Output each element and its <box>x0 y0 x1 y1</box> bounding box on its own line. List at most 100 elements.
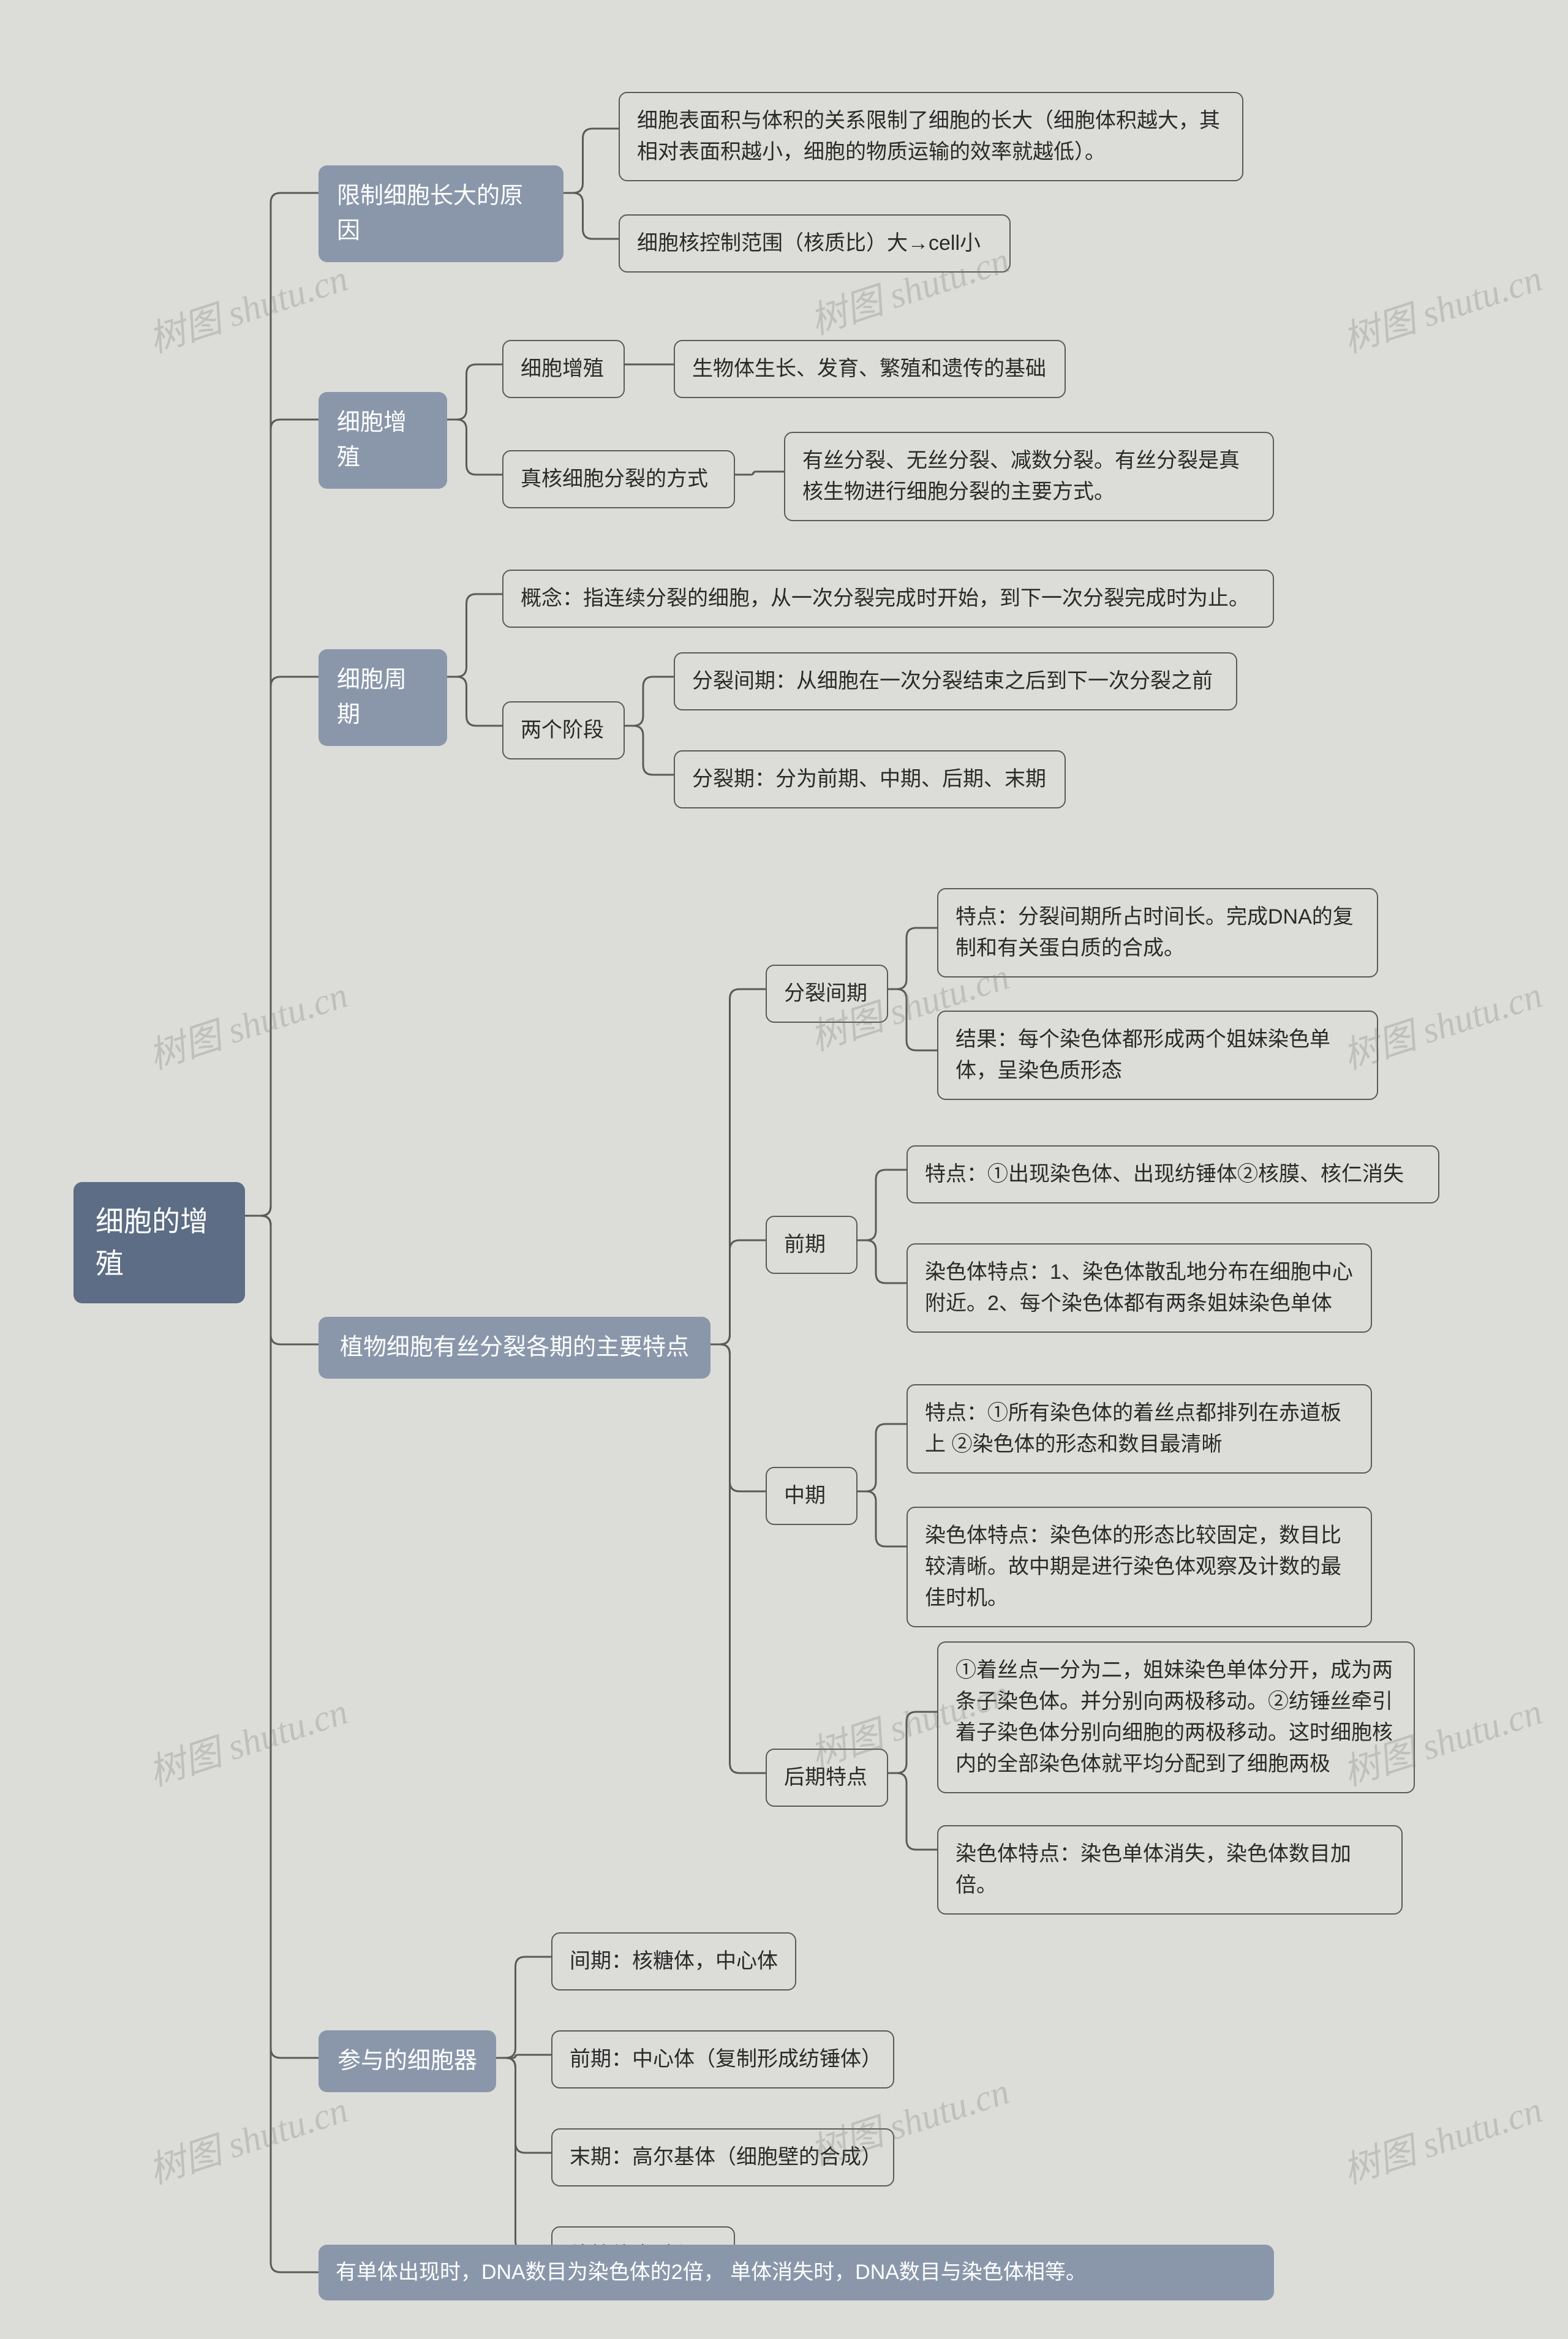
connector <box>245 1216 318 2272</box>
node-label: 细胞增殖 <box>337 405 429 475</box>
node-label: 分裂间期：从细胞在一次分裂结束之后到下一次分裂之前 <box>692 666 1213 697</box>
node-b4_p1b: 结果：每个染色体都形成两个姐妹染色单体，呈染色质形态 <box>937 1011 1378 1100</box>
connector <box>245 1216 318 2058</box>
node-label: 特点：①出现染色体、出现纺锤体②核膜、核仁消失 <box>925 1159 1404 1190</box>
connector <box>564 193 619 239</box>
node-b4_p4b: 染色体特点：染色单体消失，染色体数目加倍。 <box>937 1825 1403 1915</box>
node-b3: 细胞周期 <box>318 649 447 746</box>
connector <box>710 989 766 1344</box>
node-label: 染色体特点：染色体的形态比较固定，数目比较清晰。故中期是进行染色体观察及计数的最… <box>925 1520 1354 1614</box>
node-label: 生物体生长、发育、繁殖和遗传的基础 <box>692 353 1046 385</box>
node-b3_n2b: 分裂期：分为前期、中期、后期、末期 <box>674 750 1066 808</box>
node-b4_p3b: 染色体特点：染色体的形态比较固定，数目比较清晰。故中期是进行染色体观察及计数的最… <box>907 1507 1372 1627</box>
node-b5_l3: 末期：高尔基体（细胞壁的合成） <box>551 2128 894 2186</box>
connector <box>858 1240 907 1283</box>
node-label: 真核细胞分裂的方式 <box>521 464 708 495</box>
connector <box>710 1240 766 1344</box>
connector <box>447 677 502 726</box>
node-label: 分裂期：分为前期、中期、后期、末期 <box>692 764 1046 795</box>
node-b6: 有单体出现时，DNA数目为染色体的2倍， 单体消失时，DNA数目与染色体相等。 <box>318 2245 1274 2300</box>
connector <box>888 989 937 1050</box>
connector <box>496 1957 551 2058</box>
node-label: 前期 <box>784 1229 826 1260</box>
node-b4_p3a: 特点：①所有染色体的着丝点都排列在赤道板上 ②染色体的形态和数目最清晰 <box>907 1384 1372 1474</box>
node-b1_l1: 细胞表面积与体积的关系限制了细胞的长大（细胞体积越大，其相对表面积越小，细胞的物… <box>619 92 1243 181</box>
node-label: 细胞增殖 <box>521 353 604 385</box>
connector <box>245 193 318 1216</box>
watermark: 树图 shutu.cn <box>141 965 353 1080</box>
connector <box>564 129 619 193</box>
node-b3_n2a: 分裂间期：从细胞在一次分裂结束之后到下一次分裂之前 <box>674 652 1237 710</box>
connector <box>888 1712 937 1773</box>
mindmap-canvas: 细胞的增殖 限制细胞长大的原因 细胞表面积与体积的关系限制了细胞的长大（细胞体积越大… <box>0 0 1568 2339</box>
node-label: 细胞表面积与体积的关系限制了细胞的长大（细胞体积越大，其相对表面积越小，细胞的物… <box>637 105 1225 168</box>
connector <box>858 1424 907 1491</box>
connector <box>625 677 674 726</box>
node-label: 两个阶段 <box>521 715 604 746</box>
connector <box>858 1491 907 1546</box>
node-label: 中期 <box>784 1480 826 1512</box>
connector <box>496 2055 551 2058</box>
watermark: 树图 shutu.cn <box>141 1682 353 1796</box>
node-label: 有丝分裂、无丝分裂、减数分裂。有丝分裂是真核生物进行细胞分裂的主要方式。 <box>802 445 1256 508</box>
node-b4_p4: 后期特点 <box>766 1749 888 1807</box>
node-label: 细胞的增殖 <box>96 1200 223 1285</box>
node-b2_n2: 真核细胞分裂的方式 <box>502 450 735 508</box>
watermark: 树图 shutu.cn <box>1335 2080 1548 2194</box>
connector <box>888 928 937 989</box>
node-b4_p4a: ①着丝点一分为二，姐妹染色单体分开，成为两条子染色体。并分别向两极移动。②纺锤丝… <box>937 1641 1415 1793</box>
node-label: 概念：指连续分裂的细胞，从一次分裂完成时开始，到下一次分裂完成时为止。 <box>521 583 1250 614</box>
node-label: 参与的细胞器 <box>337 2044 477 2079</box>
node-b4_p1: 分裂间期 <box>766 965 888 1023</box>
node-b1_l2: 细胞核控制范围（核质比）大→cell小 <box>619 214 1011 273</box>
connector <box>496 2058 551 2251</box>
node-b4_p1a: 特点：分裂间期所占时间长。完成DNA的复制和有关蛋白质的合成。 <box>937 888 1378 977</box>
connector <box>447 364 502 420</box>
node-label: 结果：每个染色体都形成两个姐妹染色单体，呈染色质形态 <box>956 1024 1360 1087</box>
node-label: 后期特点 <box>784 1762 867 1793</box>
connector <box>245 420 318 1216</box>
node-b2_n1: 细胞增殖 <box>502 340 625 398</box>
node-b4_p2b: 染色体特点：1、染色体散乱地分布在细胞中心附近。2、每个染色体都有两条姐妹染色单… <box>907 1243 1372 1333</box>
node-b1: 限制细胞长大的原因 <box>318 165 564 262</box>
node-label: 特点：①所有染色体的着丝点都排列在赤道板上 ②染色体的形态和数目最清晰 <box>925 1398 1354 1460</box>
watermark: 树图 shutu.cn <box>141 249 353 363</box>
connector <box>496 2058 551 2153</box>
node-label: 限制细胞长大的原因 <box>337 179 545 249</box>
node-b3_n2: 两个阶段 <box>502 701 625 759</box>
connector <box>447 420 502 475</box>
connector <box>245 677 318 1216</box>
connector <box>735 472 784 475</box>
node-label: ①着丝点一分为二，姐妹染色单体分开，成为两条子染色体。并分别向两极移动。②纺锤丝… <box>956 1655 1396 1780</box>
connector <box>710 1344 766 1491</box>
node-label: 特点：分裂间期所占时间长。完成DNA的复制和有关蛋白质的合成。 <box>956 902 1360 964</box>
node-label: 有单体出现时，DNA数目为染色体的2倍， 单体消失时，DNA数目与染色体相等。 <box>336 2257 1087 2288</box>
watermark: 树图 shutu.cn <box>141 2080 353 2194</box>
node-label: 前期：中心体（复制形成纺锤体） <box>570 2044 876 2075</box>
node-b3_l1: 概念：指连续分裂的细胞，从一次分裂完成时开始，到下一次分裂完成时为止。 <box>502 570 1274 628</box>
watermark: 树图 shutu.cn <box>1335 249 1548 363</box>
connector <box>447 594 502 677</box>
node-b4_p2a: 特点：①出现染色体、出现纺锤体②核膜、核仁消失 <box>907 1145 1439 1203</box>
connector <box>710 1344 766 1773</box>
node-label: 间期：核糖体，中心体 <box>570 1946 778 1977</box>
node-b2: 细胞增殖 <box>318 392 447 489</box>
node-b4_p3: 中期 <box>766 1467 858 1525</box>
node-b4_p2: 前期 <box>766 1216 858 1274</box>
connector <box>245 1216 318 1344</box>
node-label: 染色体特点：染色单体消失，染色体数目加倍。 <box>956 1839 1384 1901</box>
node-b2_n2a: 有丝分裂、无丝分裂、减数分裂。有丝分裂是真核生物进行细胞分裂的主要方式。 <box>784 432 1274 521</box>
connector <box>888 1773 937 1850</box>
node-b2_n1a: 生物体生长、发育、繁殖和遗传的基础 <box>674 340 1066 398</box>
node-label: 分裂间期 <box>784 978 867 1009</box>
connector <box>625 726 674 775</box>
connector <box>858 1170 907 1240</box>
node-b5_l1: 间期：核糖体，中心体 <box>551 1932 796 1991</box>
node-b5: 参与的细胞器 <box>318 2030 496 2092</box>
node-root: 细胞的增殖 <box>74 1182 245 1303</box>
node-label: 染色体特点：1、染色体散乱地分布在细胞中心附近。2、每个染色体都有两条姐妹染色单… <box>925 1257 1354 1319</box>
node-b4: 植物细胞有丝分裂各期的主要特点 <box>318 1317 710 1379</box>
node-label: 植物细胞有丝分裂各期的主要特点 <box>340 1330 689 1365</box>
node-label: 末期：高尔基体（细胞壁的合成） <box>570 2142 876 2173</box>
node-b5_l2: 前期：中心体（复制形成纺锤体） <box>551 2030 894 2089</box>
